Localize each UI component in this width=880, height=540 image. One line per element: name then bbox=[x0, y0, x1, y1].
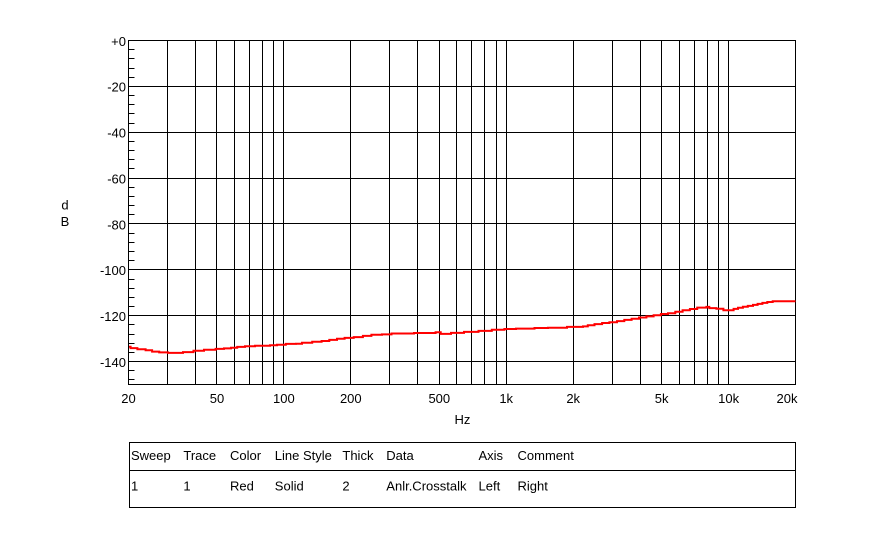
svg-text:-100: -100 bbox=[100, 263, 126, 278]
svg-text:Axis: Axis bbox=[479, 448, 504, 463]
svg-text:Anlr.Crosstalk: Anlr.Crosstalk bbox=[386, 479, 467, 494]
svg-text:Color: Color bbox=[230, 448, 262, 463]
svg-text:-40: -40 bbox=[107, 126, 126, 141]
svg-text:-20: -20 bbox=[107, 80, 126, 95]
svg-text:2: 2 bbox=[342, 479, 349, 494]
svg-text:Left: Left bbox=[479, 479, 501, 494]
svg-text:2k: 2k bbox=[566, 391, 580, 406]
svg-text:-140: -140 bbox=[100, 355, 126, 370]
svg-text:Right: Right bbox=[518, 479, 549, 494]
svg-text:Thick: Thick bbox=[342, 448, 374, 463]
svg-text:100: 100 bbox=[273, 391, 295, 406]
svg-text:20: 20 bbox=[121, 391, 135, 406]
svg-text:Comment: Comment bbox=[518, 448, 575, 463]
svg-text:-120: -120 bbox=[100, 309, 126, 324]
svg-text:1k: 1k bbox=[499, 391, 513, 406]
svg-text:+0: +0 bbox=[111, 34, 126, 49]
svg-text:50: 50 bbox=[210, 391, 224, 406]
svg-text:Line Style: Line Style bbox=[275, 448, 332, 463]
svg-text:5k: 5k bbox=[655, 391, 669, 406]
svg-text:1: 1 bbox=[183, 479, 190, 494]
svg-text:B: B bbox=[61, 214, 70, 229]
svg-text:20k: 20k bbox=[777, 391, 798, 406]
svg-text:Sweep: Sweep bbox=[131, 448, 171, 463]
svg-text:10k: 10k bbox=[718, 391, 739, 406]
svg-text:Red: Red bbox=[230, 479, 254, 494]
svg-text:1: 1 bbox=[131, 479, 138, 494]
svg-text:Hz: Hz bbox=[455, 412, 471, 427]
svg-text:d: d bbox=[61, 197, 68, 212]
svg-text:200: 200 bbox=[340, 391, 362, 406]
svg-text:Solid: Solid bbox=[275, 479, 304, 494]
svg-text:500: 500 bbox=[428, 391, 450, 406]
svg-text:-80: -80 bbox=[107, 217, 126, 232]
svg-text:-60: -60 bbox=[107, 171, 126, 186]
svg-text:Trace: Trace bbox=[183, 448, 216, 463]
svg-text:Data: Data bbox=[386, 448, 414, 463]
